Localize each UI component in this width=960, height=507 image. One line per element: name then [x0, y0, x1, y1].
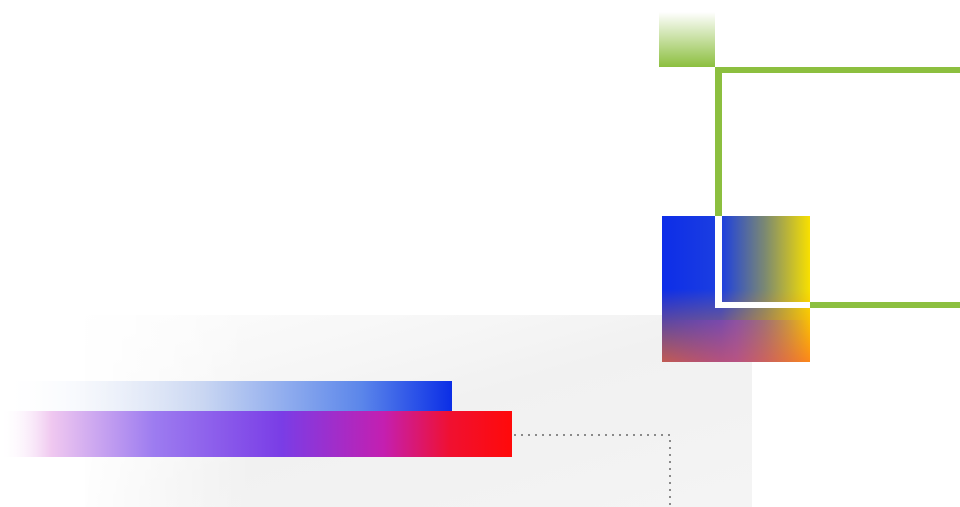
white-line-horizontal: [715, 302, 810, 308]
red-bar: [0, 411, 512, 457]
green-line-bottom: [810, 302, 960, 308]
gradient-square-tint: [662, 320, 810, 362]
green-square: [659, 12, 715, 67]
green-line-top: [715, 67, 960, 73]
green-line-vertical: [715, 67, 722, 216]
dotted-connector: [514, 434, 671, 507]
white-line-vertical: [715, 216, 722, 308]
blue-bar: [0, 381, 452, 411]
